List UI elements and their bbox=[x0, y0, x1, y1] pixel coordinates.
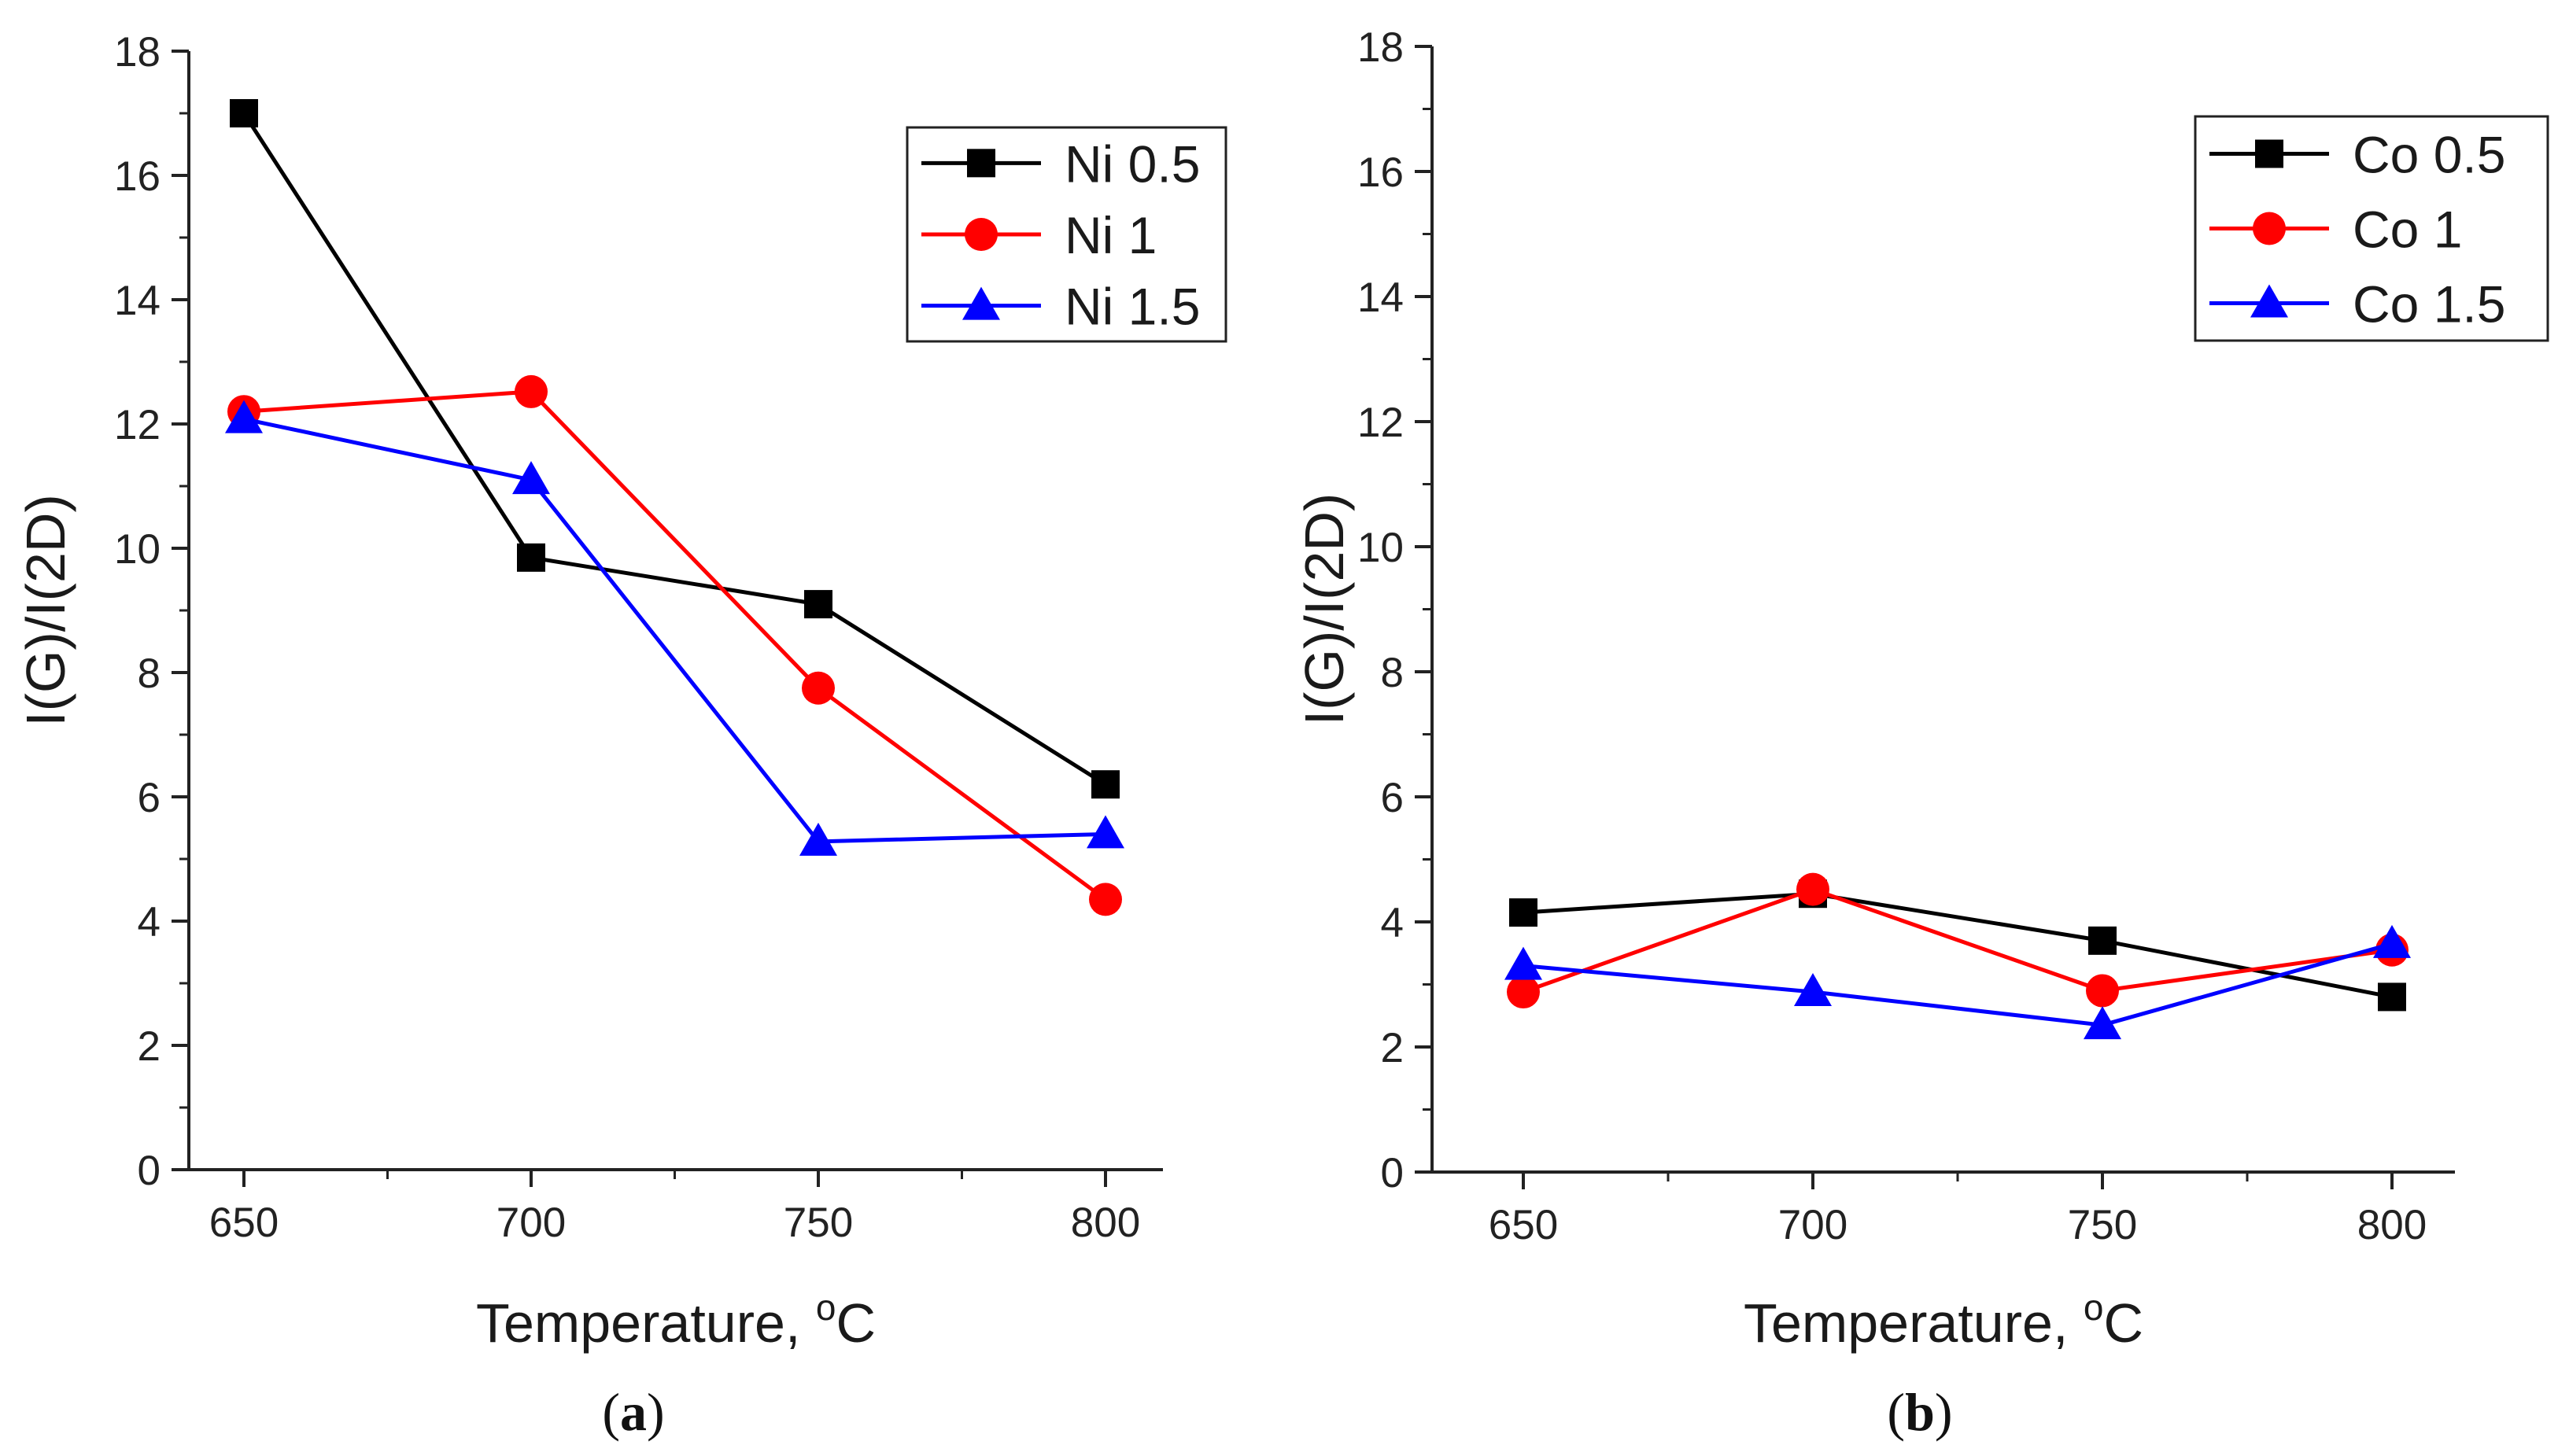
legend-label: Co 1.5 bbox=[2353, 275, 2505, 334]
data-point-square bbox=[1509, 898, 1537, 927]
series-line bbox=[243, 417, 1106, 844]
panel-label: (a) bbox=[602, 1382, 664, 1442]
y-tick-label: 8 bbox=[1381, 650, 1404, 696]
y-axis-title: I(G)/I(2D) bbox=[1294, 493, 1355, 726]
x-axis-title: Temperature, oC bbox=[476, 1287, 876, 1354]
x-tick-label: 800 bbox=[1071, 1200, 1140, 1246]
y-tick-label: 16 bbox=[1357, 149, 1404, 196]
y-tick-label: 6 bbox=[1381, 775, 1404, 821]
y-tick-label: 12 bbox=[114, 402, 161, 448]
data-point-triangle bbox=[512, 461, 550, 495]
series-line bbox=[242, 112, 1107, 787]
y-tick-label: 0 bbox=[138, 1148, 161, 1194]
legend-label: Ni 0.5 bbox=[1065, 135, 1200, 193]
chart-panel-a: 0 2 4 6 8 10 12 14 16 18 650 700 750 800 I(G)/I(2D) Tem… bbox=[15, 29, 1227, 1442]
series-line bbox=[1523, 942, 2393, 1027]
series-line bbox=[1523, 887, 2393, 994]
data-point-circle bbox=[1796, 872, 1829, 906]
y-axis-title: I(G)/I(2D) bbox=[15, 494, 76, 727]
data-point-circle bbox=[1089, 883, 1122, 916]
legend-label: Ni 1.5 bbox=[1065, 278, 1200, 336]
data-point-circle bbox=[2086, 974, 2119, 1008]
legend-marker-square bbox=[967, 149, 995, 178]
y-tick-label: 10 bbox=[1357, 525, 1404, 571]
chart-panel-b: 0 2 4 6 8 10 12 14 16 18 650 700 750 800 I(G)/I(2D) Tem… bbox=[1294, 24, 2549, 1442]
y-tick-label: 4 bbox=[1381, 900, 1404, 946]
y-tick-label: 2 bbox=[1381, 1025, 1404, 1071]
x-tick-label: 700 bbox=[1778, 1202, 1847, 1248]
data-point-triangle bbox=[1504, 946, 1542, 980]
legend-marker-triangle bbox=[2250, 284, 2288, 318]
panel-label-letter: b bbox=[1905, 1382, 1935, 1442]
data-point-triangle bbox=[799, 822, 837, 856]
legend-label: Ni 1 bbox=[1065, 206, 1157, 264]
y-tick-label: 16 bbox=[114, 153, 161, 200]
data-point-circle bbox=[515, 374, 548, 408]
legend: Ni 0.5 Ni 1 Ni 1.5 bbox=[906, 126, 1227, 343]
data-point-square bbox=[230, 99, 258, 127]
legend: Co 0.5 Co 1 Co 1.5 bbox=[2194, 115, 2549, 342]
x-axis-title-superscript: o bbox=[816, 1287, 836, 1328]
series-ni-1-5 bbox=[225, 400, 1124, 856]
legend-marker-circle bbox=[965, 218, 998, 251]
panel-label: (b) bbox=[1887, 1382, 1952, 1442]
series-ni-0-5 bbox=[230, 99, 1120, 799]
x-axis-title-unit: C bbox=[836, 1292, 876, 1354]
data-point-triangle bbox=[2084, 1006, 2121, 1040]
y-tick-label: 8 bbox=[138, 651, 161, 697]
y-tick-label: 14 bbox=[114, 278, 161, 324]
data-point-square bbox=[2378, 982, 2406, 1012]
x-axis-title: Temperature, oC bbox=[1744, 1287, 2143, 1354]
data-point-triangle bbox=[2373, 924, 2411, 958]
legend-marker-triangle bbox=[962, 286, 1000, 320]
legend-marker-circle bbox=[2253, 212, 2286, 245]
x-tick-label: 650 bbox=[209, 1200, 279, 1246]
x-tick-label: 650 bbox=[1489, 1202, 1558, 1248]
series-line bbox=[243, 389, 1107, 901]
data-point-square bbox=[804, 590, 832, 619]
x-axis-title-text: Temperature, bbox=[476, 1292, 816, 1354]
x-axis-title-superscript: o bbox=[2084, 1287, 2104, 1328]
data-point-triangle bbox=[225, 400, 263, 433]
x-tick-label: 800 bbox=[2357, 1202, 2427, 1248]
legend-marker-square bbox=[2255, 139, 2283, 168]
y-tick-label: 12 bbox=[1357, 400, 1404, 446]
data-point-triangle bbox=[1087, 815, 1124, 849]
x-tick-label: 750 bbox=[2068, 1202, 2137, 1248]
data-point-triangle bbox=[1794, 973, 1832, 1007]
x-tick-label: 700 bbox=[496, 1200, 566, 1246]
panel-label-close-paren: ) bbox=[1935, 1382, 1953, 1442]
legend-label: Co 1 bbox=[2353, 201, 2462, 259]
x-axis-title-unit: C bbox=[2103, 1292, 2143, 1354]
data-point-square bbox=[2088, 926, 2117, 955]
panel-label-close-paren: ) bbox=[647, 1382, 665, 1442]
y-tick-label: 2 bbox=[138, 1023, 161, 1070]
y-tick-label: 18 bbox=[1357, 24, 1404, 71]
data-point-square bbox=[1091, 770, 1120, 799]
series-ni-1 bbox=[227, 374, 1122, 916]
x-axis-title-text: Temperature, bbox=[1744, 1292, 2084, 1354]
panel-label-open-paren: ( bbox=[1887, 1382, 1905, 1442]
y-tick-label: 14 bbox=[1357, 275, 1404, 321]
panel-label-letter: a bbox=[620, 1382, 647, 1442]
series-co-1-5 bbox=[1504, 924, 2411, 1040]
y-tick-label: 10 bbox=[114, 526, 161, 573]
data-point-circle bbox=[1507, 975, 1540, 1009]
legend-label: Co 0.5 bbox=[2353, 126, 2505, 184]
series-co-1 bbox=[1507, 872, 2409, 1009]
panel-label-open-paren: ( bbox=[602, 1382, 620, 1442]
data-point-square bbox=[517, 543, 545, 572]
series-co-0-5 bbox=[1509, 879, 2406, 1012]
y-tick-label: 6 bbox=[138, 775, 161, 821]
y-tick-label: 0 bbox=[1381, 1150, 1404, 1196]
x-tick-label: 750 bbox=[784, 1200, 853, 1246]
data-point-circle bbox=[802, 671, 835, 705]
y-tick-label: 4 bbox=[138, 899, 161, 945]
y-tick-label: 18 bbox=[114, 29, 161, 76]
